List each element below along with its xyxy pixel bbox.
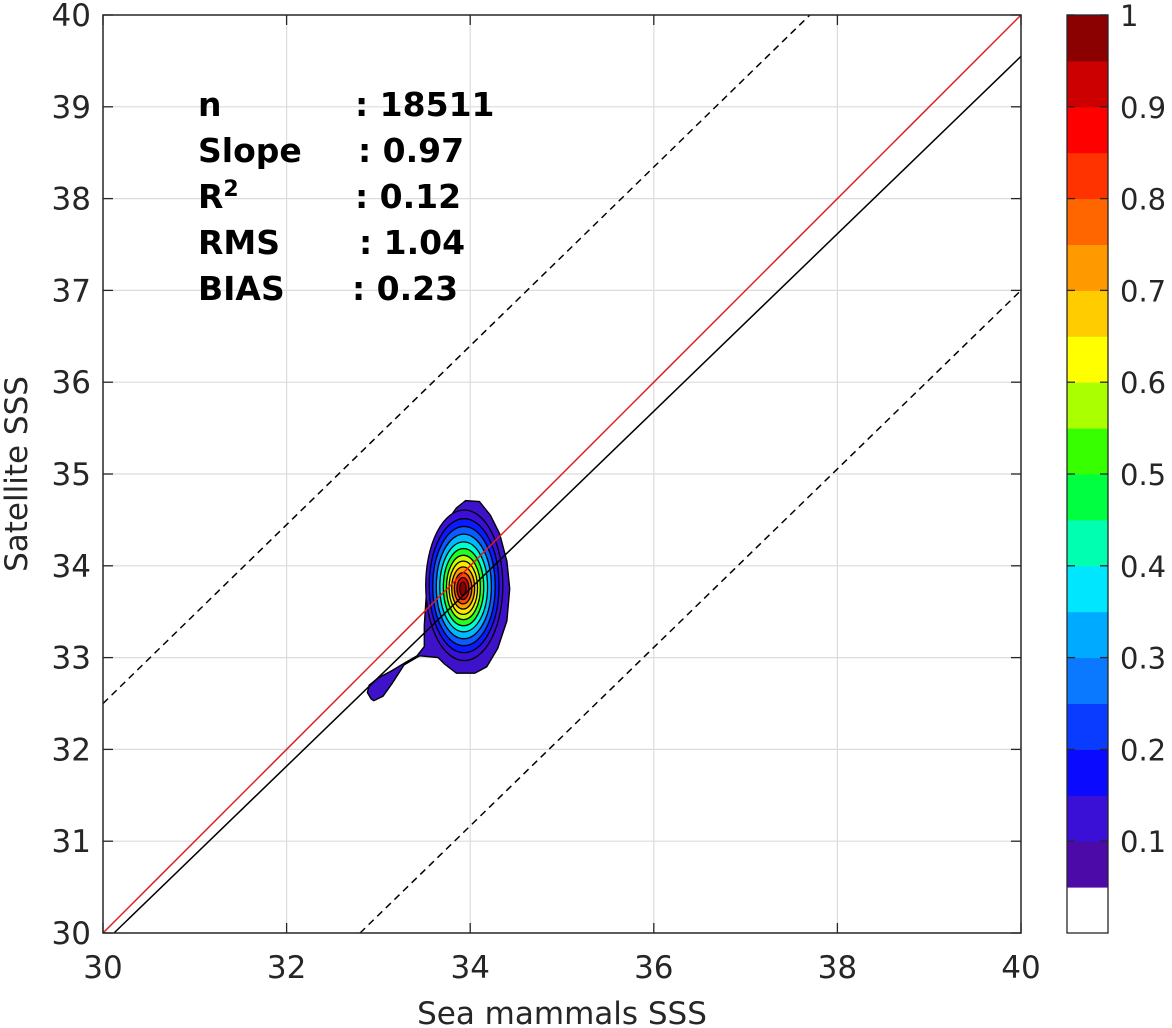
reference-lines bbox=[102, 14, 1022, 934]
y-tick-label: 38 bbox=[52, 182, 91, 218]
stats-box: n : 18511 Slope : 0.97 R2 : 0.12 RMS : 1.04 BIAS… bbox=[198, 85, 495, 308]
stat-value: : 0.97 bbox=[358, 131, 464, 170]
colorbar-tick-label: 0.1 bbox=[1120, 825, 1166, 859]
density-contours bbox=[366, 499, 511, 702]
colorbar-tick-label: 0.9 bbox=[1120, 91, 1166, 125]
line-lower-bound bbox=[359, 289, 1022, 934]
colorbar-tick-label: 0.7 bbox=[1120, 274, 1166, 308]
x-tick-label: 40 bbox=[1001, 950, 1040, 986]
colorbar-tick-label: 0.6 bbox=[1120, 366, 1166, 400]
colorbar-tick-label: 0.8 bbox=[1120, 183, 1166, 217]
colorbar-tick-label: 0.2 bbox=[1120, 733, 1166, 767]
y-tick-label: 36 bbox=[52, 365, 91, 401]
colorbar-tick-label: 1 bbox=[1120, 0, 1138, 33]
colorbar-segment bbox=[1067, 611, 1108, 659]
colorbar-segment bbox=[1067, 749, 1108, 796]
y-tick-label: 30 bbox=[52, 916, 91, 952]
colorbar-segment bbox=[1067, 474, 1108, 521]
stat-label: RMS bbox=[198, 223, 280, 262]
x-axis-label: Sea mammals SSS bbox=[417, 996, 707, 1028]
colorbar-tick-label: 0.5 bbox=[1120, 458, 1166, 492]
colorbar-segment bbox=[1067, 336, 1108, 383]
colorbar-segment bbox=[1067, 198, 1108, 245]
colorbar-segment bbox=[1067, 841, 1108, 888]
line-upper-bound bbox=[102, 14, 811, 705]
line-identity bbox=[102, 14, 1022, 934]
stat-value: : 18511 bbox=[355, 85, 495, 124]
colorbar-segment bbox=[1067, 60, 1108, 108]
colorbar-tick-label: 0.4 bbox=[1120, 550, 1166, 584]
y-tick-label: 33 bbox=[52, 641, 91, 677]
colorbar-segment bbox=[1067, 382, 1108, 429]
y-axis-label: Satellite SSS bbox=[0, 376, 35, 572]
stat-value: : 0.23 bbox=[352, 269, 458, 308]
colorbar-segment bbox=[1067, 565, 1108, 613]
colorbar-segment bbox=[1067, 15, 1108, 62]
x-tick-label: 32 bbox=[267, 950, 306, 986]
colorbar-segment bbox=[1067, 519, 1108, 567]
x-tick-label: 30 bbox=[83, 950, 122, 986]
x-tick-label: 38 bbox=[818, 950, 857, 986]
colorbar-segment bbox=[1067, 703, 1108, 750]
y-tick-label: 32 bbox=[52, 732, 91, 768]
stat-value: : 1.04 bbox=[359, 223, 465, 262]
y-tick-label: 39 bbox=[52, 90, 91, 126]
y-tick-label: 35 bbox=[52, 457, 91, 493]
stat-label: n bbox=[198, 85, 222, 124]
stat-label: R2 bbox=[198, 177, 239, 217]
y-tick-label: 31 bbox=[52, 824, 91, 860]
colorbar: 1 0.9 0.8 0.7 0.6 0.5 0.4 0.3 0.2 0.1 bbox=[1066, 0, 1166, 934]
stat-label: BIAS bbox=[198, 269, 285, 308]
axis-ticks: 30 32 34 36 38 40 30 31 32 33 34 35 36 37 38 39 40 bbox=[52, 0, 1041, 986]
y-tick-label: 40 bbox=[52, 0, 91, 34]
x-tick-label: 36 bbox=[634, 950, 673, 986]
colorbar-segment bbox=[1067, 290, 1108, 337]
colorbar-segment bbox=[1067, 795, 1108, 842]
colorbar-segment bbox=[1067, 244, 1108, 291]
line-fit bbox=[113, 55, 1022, 934]
x-tick-label: 34 bbox=[450, 950, 489, 986]
y-tick-label: 37 bbox=[52, 273, 91, 309]
colorbar-tick-label: 0.3 bbox=[1120, 642, 1166, 676]
y-tick-label: 34 bbox=[52, 549, 91, 585]
colorbar-segment bbox=[1067, 106, 1108, 154]
colorbar-segment bbox=[1067, 428, 1108, 475]
stat-label: Slope bbox=[198, 131, 302, 170]
colorbar-segment bbox=[1067, 887, 1108, 934]
colorbar-segment bbox=[1067, 152, 1108, 200]
colorbar-segment bbox=[1067, 657, 1108, 704]
stat-value: : 0.12 bbox=[355, 177, 461, 216]
